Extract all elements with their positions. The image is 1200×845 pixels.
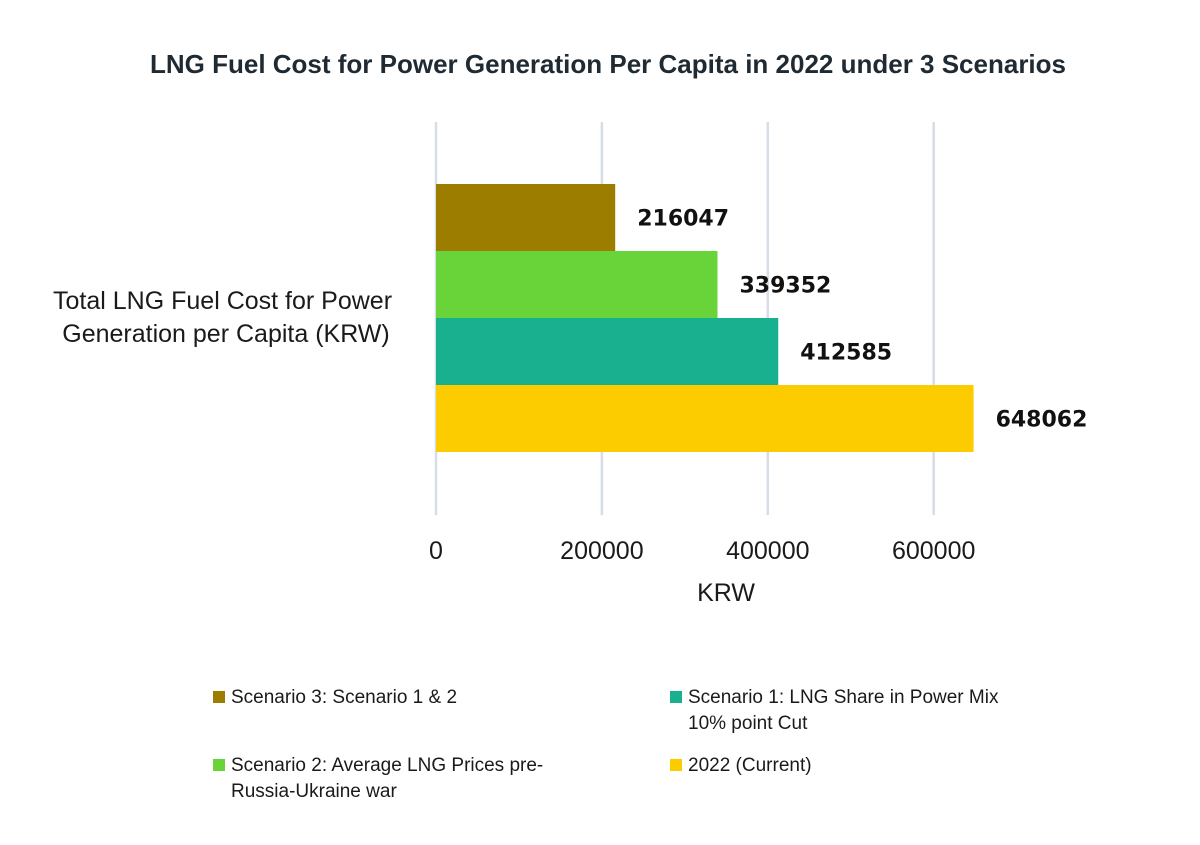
- x-tick-label-400000: 400000: [726, 537, 809, 565]
- legend-label-series-4: 2022 (Current): [688, 755, 812, 776]
- legend-item-series-2[interactable]: Scenario 2: Average LNG Prices pre- Russi…: [213, 755, 543, 802]
- category-label: Total LNG Fuel Cost for Power Generation…: [53, 287, 399, 348]
- legend-label-line-1: 2022 (Current): [688, 755, 812, 776]
- bar-series-2[interactable]: [436, 251, 718, 318]
- category-label-line-1: Total LNG Fuel Cost for Power: [53, 287, 392, 315]
- x-axis-title: KRW: [697, 579, 755, 607]
- bar-series-1[interactable]: [436, 184, 616, 251]
- legend-item-series-4[interactable]: 2022 (Current): [670, 755, 812, 776]
- legend-item-series-3[interactable]: Scenario 1: LNG Share in Power Mix 10% po…: [670, 687, 999, 734]
- legend-label-series-2: Scenario 2: Average LNG Prices pre- Russi…: [231, 755, 543, 802]
- bar-series-3[interactable]: [436, 318, 779, 385]
- data-labels: 216047 339352 412585 648062: [637, 207, 1087, 433]
- legend-swatch-series-1: [213, 691, 225, 703]
- data-label-series-3: 412585: [800, 341, 892, 366]
- data-label-series-4: 648062: [996, 408, 1088, 433]
- chart-title: LNG Fuel Cost for Power Generation Per C…: [150, 49, 1066, 79]
- bar-series-4[interactable]: [436, 385, 974, 452]
- category-label-line-2: Generation per Capita (KRW): [62, 320, 389, 348]
- legend-swatch-series-2: [213, 759, 225, 771]
- x-tick-label-0: 0: [429, 537, 443, 565]
- legend-label-line-2: 10% point Cut: [688, 713, 808, 734]
- legend-item-series-1[interactable]: Scenario 3: Scenario 1 & 2: [213, 687, 457, 708]
- legend-swatch-series-4: [670, 759, 682, 771]
- data-label-series-1: 216047: [637, 207, 729, 232]
- x-tick-label-600000: 600000: [892, 537, 975, 565]
- legend-label-line-1: Scenario 2: Average LNG Prices pre-: [231, 755, 543, 776]
- bars: [436, 184, 974, 452]
- legend[interactable]: Scenario 3: Scenario 1 & 2 Scenario 1: LN…: [213, 687, 999, 802]
- legend-label-series-3: Scenario 1: LNG Share in Power Mix 10% po…: [688, 687, 999, 734]
- x-axis-ticks: 0 200000 400000 600000: [429, 537, 975, 565]
- legend-label-line-1: Scenario 3: Scenario 1 & 2: [231, 687, 457, 708]
- x-tick-label-200000: 200000: [560, 537, 643, 565]
- legend-swatch-series-3: [670, 691, 682, 703]
- legend-label-line-1: Scenario 1: LNG Share in Power Mix: [688, 687, 999, 708]
- legend-label-series-1: Scenario 3: Scenario 1 & 2: [231, 687, 457, 708]
- legend-label-line-2: Russia-Ukraine war: [231, 781, 397, 802]
- data-label-series-2: 339352: [739, 274, 831, 299]
